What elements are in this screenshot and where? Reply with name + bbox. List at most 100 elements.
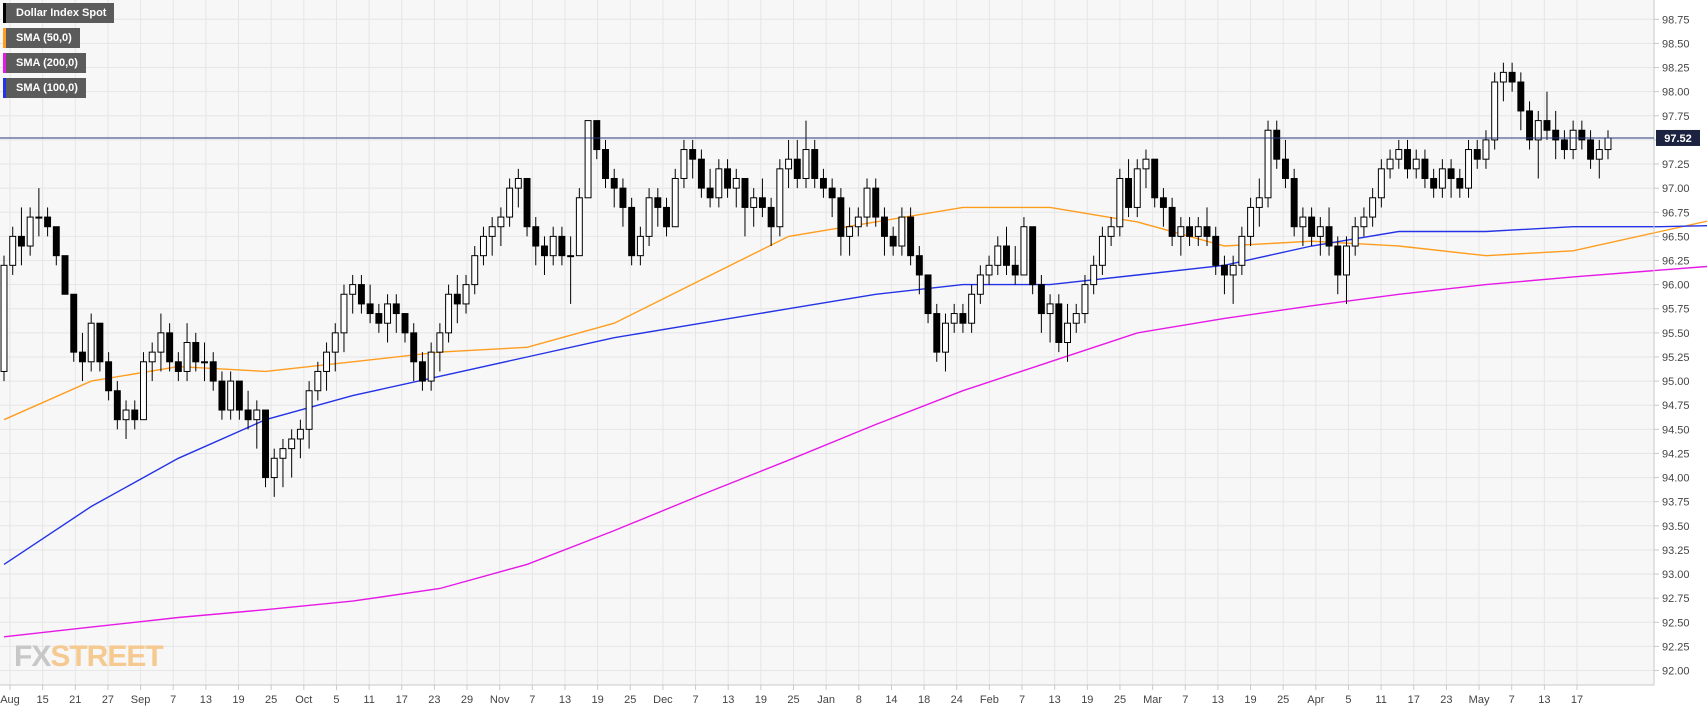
x-tick-label: 25 bbox=[787, 694, 799, 706]
candle-body-down bbox=[1560, 139, 1568, 151]
candle-body-up bbox=[1238, 235, 1246, 266]
y-tick-label: 93.25 bbox=[1662, 545, 1690, 557]
candle-body-down bbox=[70, 293, 78, 353]
candle bbox=[1447, 159, 1455, 198]
candle bbox=[166, 323, 174, 372]
last-price-label: 97.52 bbox=[1664, 133, 1692, 145]
candle bbox=[1159, 188, 1167, 227]
candle bbox=[1020, 217, 1028, 276]
candle bbox=[828, 178, 836, 218]
candle bbox=[1151, 158, 1159, 208]
candle-body-up bbox=[750, 197, 758, 208]
candle-body-up bbox=[384, 303, 392, 324]
x-tick-label: Nov bbox=[490, 694, 510, 706]
candle bbox=[1560, 130, 1568, 160]
candle-body-down bbox=[1203, 226, 1211, 237]
x-tick-label: 19 bbox=[755, 694, 767, 706]
candle bbox=[1360, 207, 1368, 237]
candle bbox=[933, 303, 941, 362]
candle-body-down bbox=[1325, 226, 1333, 247]
candle bbox=[1508, 62, 1516, 92]
x-tick-label: 13 bbox=[1538, 694, 1550, 706]
candle-body-up bbox=[645, 197, 653, 237]
candle bbox=[776, 159, 784, 237]
candle-body-up bbox=[87, 322, 95, 363]
candle-body-up bbox=[0, 264, 8, 372]
candle bbox=[1430, 168, 1438, 198]
candle bbox=[244, 390, 252, 430]
candle bbox=[1334, 236, 1342, 295]
candle bbox=[663, 197, 670, 237]
candle-body-up bbox=[1351, 226, 1359, 247]
candle bbox=[323, 342, 331, 391]
candle bbox=[811, 139, 819, 189]
candle bbox=[1186, 217, 1194, 247]
candle-body-down bbox=[1003, 245, 1010, 266]
candle bbox=[436, 323, 444, 372]
candle-body-down bbox=[933, 313, 941, 353]
candle-body-up bbox=[1142, 158, 1150, 170]
candle-body-up bbox=[968, 293, 976, 324]
x-tick-label: 24 bbox=[951, 694, 963, 706]
candle bbox=[384, 294, 392, 343]
candle bbox=[131, 400, 139, 430]
candle bbox=[471, 246, 479, 295]
candle-body-up bbox=[1098, 235, 1106, 266]
legend-item-sma-200[interactable]: SMA (200,0) bbox=[3, 53, 86, 73]
candle bbox=[1404, 139, 1411, 179]
candle-body-up bbox=[567, 255, 575, 258]
y-tick-label: 95.50 bbox=[1662, 328, 1690, 340]
candle-body-down bbox=[628, 206, 636, 257]
candle bbox=[357, 274, 365, 314]
candle-body-down bbox=[1186, 226, 1194, 237]
candle bbox=[767, 197, 775, 247]
candle bbox=[1299, 207, 1307, 247]
candle-body-down bbox=[663, 206, 670, 228]
legend-item-sma-50[interactable]: SMA (50,0) bbox=[3, 28, 80, 48]
candle-body-down bbox=[418, 361, 426, 382]
candle-body-down bbox=[758, 197, 766, 208]
x-tick-label: May bbox=[1469, 694, 1490, 706]
legend-item-sma-100[interactable]: SMA (100,0) bbox=[3, 78, 86, 98]
candle-body-down bbox=[1168, 206, 1176, 237]
candle bbox=[1543, 91, 1551, 140]
x-tick-label: 7 bbox=[170, 694, 176, 706]
candle-body-up bbox=[514, 177, 522, 189]
candle-body-down bbox=[218, 380, 226, 411]
y-tick-label: 93.50 bbox=[1662, 521, 1690, 533]
candle-body-down bbox=[610, 177, 618, 189]
candle-body-down bbox=[1404, 149, 1411, 170]
candle bbox=[1090, 255, 1098, 295]
y-tick-label: 96.00 bbox=[1662, 280, 1690, 292]
candle bbox=[1465, 139, 1472, 198]
candle bbox=[1482, 130, 1490, 169]
sma-line bbox=[3, 224, 1707, 565]
candle-body-down bbox=[1125, 177, 1133, 208]
y-tick-label: 92.00 bbox=[1662, 666, 1690, 678]
legend-item-dollar-index[interactable]: Dollar Index Spot bbox=[3, 3, 115, 23]
x-tick-label: 23 bbox=[1440, 694, 1452, 706]
x-tick-label: 13 bbox=[1049, 694, 1061, 706]
candle-body-up bbox=[1177, 226, 1185, 237]
candle-body-down bbox=[706, 187, 714, 199]
x-tick-label: 11 bbox=[363, 694, 374, 706]
candle bbox=[1395, 139, 1403, 169]
x-tick-label: 14 bbox=[885, 694, 897, 706]
candle bbox=[44, 207, 52, 237]
candle bbox=[52, 226, 60, 266]
candle-body-down bbox=[113, 390, 121, 421]
candle-body-up bbox=[201, 361, 208, 364]
y-tick-label: 96.50 bbox=[1662, 231, 1690, 243]
candle bbox=[192, 332, 200, 372]
candle-body-down bbox=[1308, 216, 1316, 237]
candle-body-up bbox=[846, 226, 854, 237]
candle-body-down bbox=[1290, 177, 1298, 228]
candle-body-up bbox=[1264, 129, 1272, 199]
legend-label: SMA (100,0) bbox=[16, 82, 78, 94]
candle bbox=[724, 159, 732, 198]
candle-body-up bbox=[1072, 313, 1080, 324]
candle bbox=[497, 207, 505, 247]
logo-street: STREET bbox=[50, 640, 163, 673]
candle bbox=[959, 303, 967, 333]
